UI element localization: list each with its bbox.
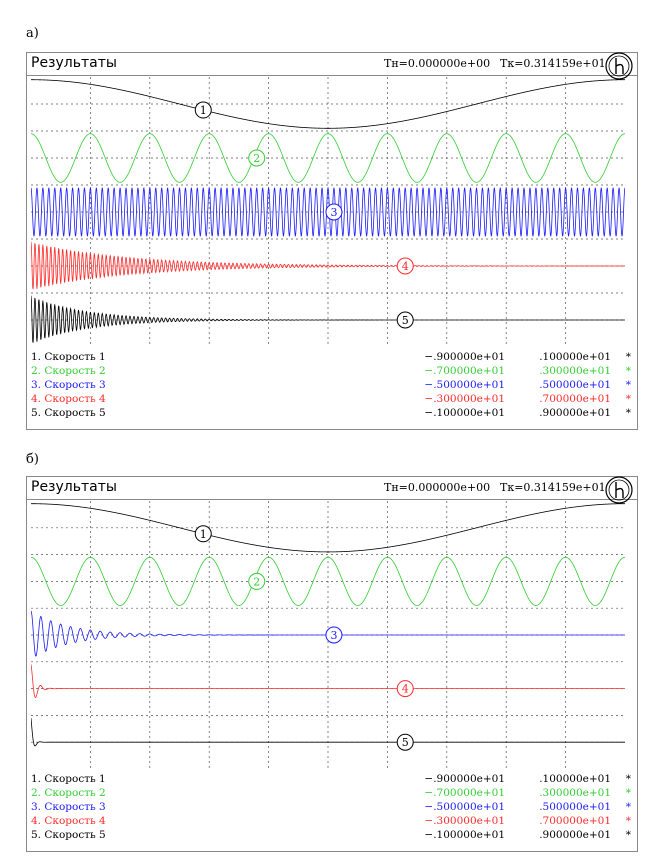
legend-star-mark[interactable]: *	[625, 801, 631, 813]
legend-min-value: −.900000e+01	[424, 351, 505, 363]
legend-max-value: .500000e+01	[539, 379, 611, 391]
legend-star-mark[interactable]: *	[625, 379, 631, 391]
legend-max-value: .700000e+01	[539, 815, 611, 827]
series-marker-3	[325, 626, 343, 644]
series-line-5	[31, 295, 625, 343]
legend-series-name: 4. Скорость 4	[31, 815, 106, 827]
legend-series-name: 3. Скорость 3	[31, 801, 106, 813]
legend-min-value: −.100000e+01	[424, 407, 505, 419]
legend-row: 4. Скорость 4 −.300000e+01 .700000e+01 *	[31, 815, 633, 829]
series-line-3	[31, 187, 625, 237]
plot-area: 1 2 3 4 5	[31, 501, 625, 769]
legend-min-value: −.700000e+01	[424, 787, 505, 799]
series-marker-label: 2	[253, 575, 260, 588]
series-marker-1	[194, 525, 212, 543]
series-marker-label: 4	[402, 683, 409, 696]
legend-max-value: .500000e+01	[539, 801, 611, 813]
legend-row: 3. Скорость 3 −.500000e+01 .500000e+01 *	[31, 379, 633, 393]
legend-star-mark[interactable]: *	[625, 815, 631, 827]
window-title: Результаты	[31, 55, 117, 71]
legend-max-value: .100000e+01	[539, 773, 611, 785]
legend-row: 2. Скорость 2 −.700000e+01 .300000e+01 *	[31, 365, 633, 379]
results-window-b: Результаты Тн=0.000000e+00 Тк=0.314159e+…	[26, 476, 638, 852]
legend-star-mark[interactable]: *	[625, 365, 631, 377]
series-marker-label: 5	[402, 314, 409, 327]
legend-row: 1. Скорость 1 −.900000e+01 .100000e+01 *	[31, 351, 633, 365]
series-marker-2	[248, 572, 266, 590]
panel-a-label: а)	[26, 26, 39, 41]
legend-star-mark[interactable]: *	[625, 787, 631, 799]
legend-min-value: −.700000e+01	[424, 365, 505, 377]
legend-star-mark[interactable]: *	[625, 407, 631, 419]
legend-max-value: .300000e+01	[539, 787, 611, 799]
legend-row: 4. Скорость 4 −.300000e+01 .700000e+01 *	[31, 393, 633, 407]
panel-b-label: б)	[26, 452, 39, 467]
legend-row: 1. Скорость 1 −.900000e+01 .100000e+01 *	[31, 773, 633, 787]
window-header: Результаты Тн=0.000000e+00 Тк=0.314159e+…	[27, 52, 637, 80]
series-marker-3	[325, 203, 343, 221]
series-marker-5	[396, 311, 414, 329]
legend: 1. Скорость 1 −.900000e+01.100000e+01 * 2. …	[31, 351, 633, 421]
legend-min-value: −.100000e+01	[424, 829, 505, 841]
legend-series-name: 2. Скорость 2	[31, 787, 106, 799]
series-line-1	[31, 79, 625, 129]
series-marker-label: 1	[200, 104, 207, 117]
series-marker-5	[396, 733, 414, 751]
legend-star-mark[interactable]: *	[625, 829, 631, 841]
series-line-4	[31, 664, 625, 698]
legend-series-name: 1. Скорость 1	[31, 351, 106, 363]
series-line-2	[31, 133, 625, 183]
legend-star-mark[interactable]: *	[625, 773, 631, 785]
series-marker-2	[248, 149, 266, 167]
legend-series-name: 2. Скорость 2	[31, 365, 106, 377]
legend-max-value: .100000e+01	[539, 351, 611, 363]
legend-max-value: .700000e+01	[539, 393, 611, 405]
time-start: Тн=0.000000e+00	[384, 481, 491, 494]
app-logo-icon[interactable]	[604, 51, 634, 81]
legend-series-name: 3. Скорость 3	[31, 379, 106, 391]
legend-row: 5. Скорость 5 −.100000e+01 .900000e+01 *	[31, 407, 633, 421]
results-window-a: Результаты Тн=0.000000e+00 Тк=0.314159e+…	[26, 52, 638, 430]
legend-row: 3. Скорость 3 −.500000e+01 .500000e+01 *	[31, 801, 633, 815]
legend-row: 2. Скорость 2 −.700000e+01 .300000e+01 *	[31, 787, 633, 801]
time-end: Тк=0.314159e+01	[500, 57, 606, 70]
time-start: Тн=0.000000e+00	[384, 57, 491, 70]
legend-row: 5. Скорость 5 −.100000e+01 .900000e+01 *	[31, 829, 633, 843]
series-line-5	[31, 718, 625, 747]
window-title: Результаты	[31, 479, 117, 495]
legend-min-value: −.500000e+01	[424, 801, 505, 813]
time-end: Тк=0.314159e+01	[500, 481, 606, 494]
series-marker-label: 2	[253, 152, 260, 165]
legend-min-value: −.500000e+01	[424, 379, 505, 391]
legend-min-value: −.300000e+01	[424, 393, 505, 405]
series-marker-label: 3	[330, 206, 337, 219]
series-marker-1	[194, 101, 212, 119]
app-logo-icon[interactable]	[604, 475, 634, 505]
legend-max-value: .300000e+01	[539, 365, 611, 377]
legend-min-value: −.900000e+01	[424, 773, 505, 785]
series-marker-label: 3	[330, 629, 337, 642]
legend-series-name: 4. Скорость 4	[31, 393, 106, 405]
series-marker-label: 4	[402, 260, 409, 273]
series-marker-4	[396, 257, 414, 275]
legend: 1. Скорость 1 −.900000e+01.100000e+01 * 2. …	[31, 773, 633, 843]
window-header: Результаты Тн=0.000000e+00 Тк=0.314159e+…	[27, 476, 637, 504]
legend-star-mark[interactable]: *	[625, 393, 631, 405]
series-marker-4	[396, 680, 414, 698]
legend-min-value: −.300000e+01	[424, 815, 505, 827]
series-marker-label: 1	[200, 528, 207, 541]
legend-max-value: .900000e+01	[539, 407, 611, 419]
series-line-1	[31, 503, 625, 553]
series-line-2	[31, 556, 625, 606]
series-line-4	[31, 241, 625, 290]
legend-series-name: 5. Скорость 5	[31, 407, 106, 419]
legend-series-name: 5. Скорость 5	[31, 829, 106, 841]
legend-star-mark[interactable]: *	[625, 351, 631, 363]
plot-area: 1 2 3 4 5	[31, 77, 625, 347]
legend-max-value: .900000e+01	[539, 829, 611, 841]
legend-series-name: 1. Скорость 1	[31, 773, 106, 785]
series-marker-label: 5	[402, 736, 409, 749]
